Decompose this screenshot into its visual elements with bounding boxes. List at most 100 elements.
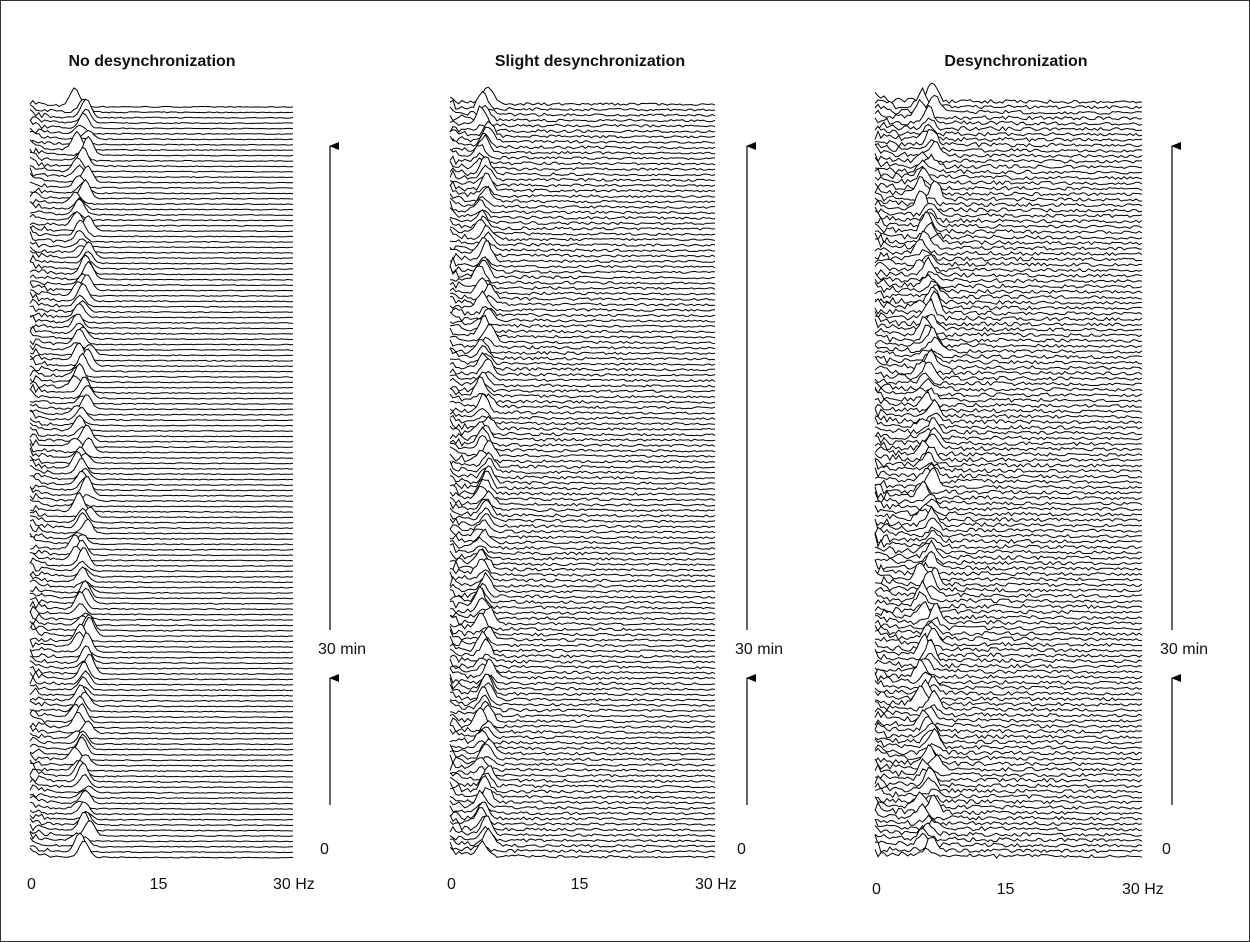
trace: [29, 613, 294, 632]
trace: [29, 759, 293, 778]
trace-mask: [875, 551, 1142, 573]
trace: [874, 166, 1143, 186]
trace: [29, 760, 294, 773]
spectral-array: [29, 87, 294, 860]
trace: [29, 219, 294, 238]
trace-mask: [875, 350, 1142, 361]
trace-mask: [875, 315, 1142, 328]
trace: [449, 558, 716, 572]
trace-mask: [30, 567, 293, 585]
trace-mask: [875, 640, 1142, 665]
trace: [449, 240, 716, 263]
trace: [29, 800, 294, 810]
trace: [874, 360, 1143, 376]
trace: [450, 528, 716, 545]
trace-mask: [30, 377, 293, 396]
trace: [874, 139, 1143, 153]
time-label: 30 min: [1160, 641, 1208, 658]
trace: [449, 786, 716, 805]
trace-mask: [875, 601, 1142, 622]
trace-mask: [450, 559, 715, 579]
trace-mask: [875, 527, 1142, 540]
trace-mask: [30, 394, 293, 412]
trace-mask: [30, 476, 293, 499]
trace-mask: [875, 530, 1142, 546]
trace: [29, 135, 294, 157]
trace: [874, 766, 1143, 788]
trace-mask: [30, 676, 293, 693]
trace-mask: [30, 251, 293, 266]
trace: [29, 547, 294, 567]
trace-mask: [30, 211, 293, 229]
trace: [449, 703, 716, 724]
trace: [29, 164, 293, 179]
trace: [449, 104, 716, 123]
trace: [874, 837, 1143, 854]
trace: [449, 240, 716, 253]
trace: [29, 294, 294, 308]
trace-mask: [875, 543, 1142, 556]
trace: [29, 352, 294, 373]
trace: [29, 810, 294, 827]
trace: [874, 482, 1143, 495]
trace: [449, 548, 716, 561]
trace: [449, 658, 716, 680]
trace-mask: [30, 821, 293, 839]
trace-mask: [875, 211, 1142, 236]
trace-mask: [30, 610, 293, 623]
trace: [874, 526, 1143, 539]
trace: [874, 742, 1143, 756]
trace-mask: [875, 387, 1142, 404]
trace: [874, 776, 1143, 794]
trace-mask: [875, 141, 1142, 160]
trace: [29, 518, 294, 535]
trace: [449, 630, 716, 653]
trace: [29, 645, 294, 665]
trace: [874, 554, 1143, 566]
trace: [449, 707, 716, 729]
trace: [449, 126, 716, 144]
trace: [874, 417, 1143, 430]
trace-mask: [450, 816, 715, 833]
trace: [449, 283, 716, 301]
trace: [449, 370, 716, 383]
trace-mask: [875, 284, 1142, 301]
panel-title: No desynchronization: [68, 53, 235, 70]
trace-mask: [450, 196, 715, 211]
trace: [449, 498, 716, 513]
trace-mask: [875, 350, 1142, 372]
trace: [874, 715, 1143, 734]
trace-mask: [875, 151, 1142, 166]
trace: [449, 132, 716, 150]
trace: [874, 758, 1143, 778]
trace: [449, 720, 716, 735]
panel-title: Slight desynchronization: [495, 53, 685, 70]
time-label: 30 min: [735, 641, 783, 658]
trace: [449, 571, 716, 594]
trace: [449, 336, 716, 350]
trace-mask: [30, 192, 293, 207]
trace: [449, 519, 716, 534]
trace: [874, 256, 1143, 278]
trace-mask: [875, 299, 1142, 323]
trace-mask: [30, 438, 293, 450]
trace-mask: [30, 784, 293, 796]
trace-mask: [30, 534, 293, 553]
trace: [29, 272, 293, 287]
trace: [874, 202, 1143, 219]
trace: [874, 542, 1143, 555]
trace: [29, 405, 294, 416]
trace: [449, 199, 716, 215]
trace: [29, 362, 294, 384]
trace: [449, 185, 716, 204]
trace: [874, 722, 1143, 740]
trace-mask: [30, 507, 293, 520]
trace: [29, 108, 294, 125]
trace: [29, 414, 294, 432]
trace: [29, 406, 294, 422]
trace-mask: [875, 604, 1142, 616]
trace: [29, 534, 294, 551]
trace-mask: [450, 674, 715, 698]
trace: [29, 632, 294, 654]
trace: [874, 632, 1143, 658]
